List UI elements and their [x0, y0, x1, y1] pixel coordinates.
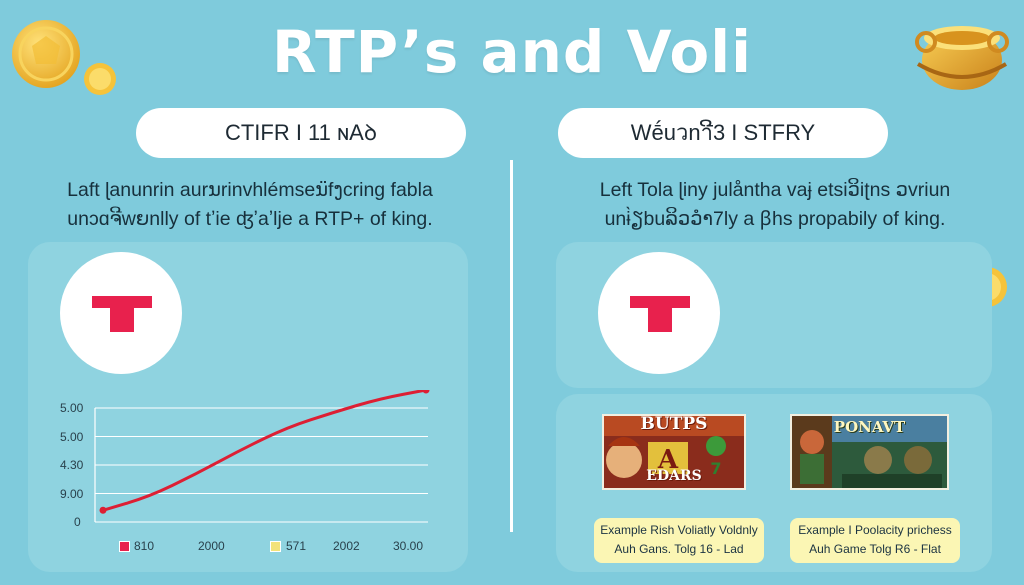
x-tick-label: 2002 — [333, 539, 360, 553]
game-thumbnail-1[interactable]: A 7 BUTPS EDARS — [602, 414, 746, 490]
y-tick-label: 0 — [74, 515, 81, 529]
legend-swatch-yellow — [270, 541, 281, 552]
game-title-top-2: PONAVT — [833, 418, 906, 436]
treasure-pot-icon — [912, 12, 1010, 96]
rtp-line-chart — [28, 386, 468, 570]
left-description-line-2: unɔɑຈີwຍnlly of tʼie ʤʼaʼlje a RTP+ of k… — [67, 208, 433, 230]
x-tick-label: 810 — [134, 539, 155, 553]
left-heading-pill: CTIFR I 11 ɴAꝺ — [136, 108, 466, 158]
right-description-line-1: Left Tola ɭiny julånthа vaɉ etsiວິiʈns ວ… — [599, 179, 951, 201]
game-artwork-1: A 7 — [604, 416, 744, 488]
chart-svg — [94, 386, 430, 523]
legend-swatch-red — [119, 541, 130, 552]
t-logo-icon — [630, 296, 690, 332]
y-tick-label: 5.00 — [60, 401, 84, 415]
center-divider — [510, 160, 513, 532]
gold-coin-icon — [10, 18, 82, 90]
game-title-top-1: BUTPS — [640, 414, 708, 434]
data-point — [99, 506, 107, 514]
page-title: RTP’s and Voli — [272, 18, 752, 86]
gold-coin-small-icon — [83, 62, 117, 96]
left-description-line-1: Laft ɭanunrin aurນrinvhlémseນ̈fງcring fa… — [67, 179, 433, 201]
right-description-line-2: unɨ̀ຽbuລິວວຳ7ly a ꞵhs propabily of king. — [604, 208, 946, 230]
y-tick-label: 9.00 — [60, 487, 84, 501]
t-logo-icon — [92, 296, 152, 332]
svg-text:7: 7 — [710, 459, 721, 478]
game-caption-2: Example I Poolacity prichess Auh Game To… — [790, 518, 960, 563]
right-heading-pill: Wḗuวnาີ3 I STFRY — [558, 108, 888, 158]
game-caption-1-line-2: Auh Gans. Tolg 16 - Lad — [614, 542, 744, 556]
x-tick-label: 571 — [286, 539, 307, 553]
series-line — [101, 388, 428, 512]
left-description: Laft ɭanunrin aurນrinvhlémseນ̈fງcring fa… — [20, 176, 480, 234]
data-point — [422, 386, 430, 394]
game-caption-2-line-2: Auh Game Tolg R6 - Flat — [809, 542, 941, 556]
game-title-bottom-1: EDARS — [646, 468, 702, 484]
x-tick-label: 30.00 — [393, 539, 424, 553]
right-description: Left Tola ɭiny julånthа vaɉ etsiວິiʈns ວ… — [545, 176, 1005, 234]
game-thumbnail-2[interactable]: PONAVT — [790, 414, 949, 490]
svg-text:A: A — [657, 445, 679, 475]
game-caption-1-line-1: Example Rish Voliatly Voldnly — [600, 523, 758, 537]
x-tick-label: 2000 — [198, 539, 225, 553]
game-artwork-2 — [792, 416, 947, 488]
game-caption-2-line-1: Example I Poolacity prichess — [798, 523, 952, 537]
game-caption-1: Example Rish Voliatly Voldnly Auh Gans. … — [594, 518, 764, 563]
y-tick-label: 5.00 — [60, 430, 84, 444]
y-tick-label: 4.30 — [60, 458, 84, 472]
